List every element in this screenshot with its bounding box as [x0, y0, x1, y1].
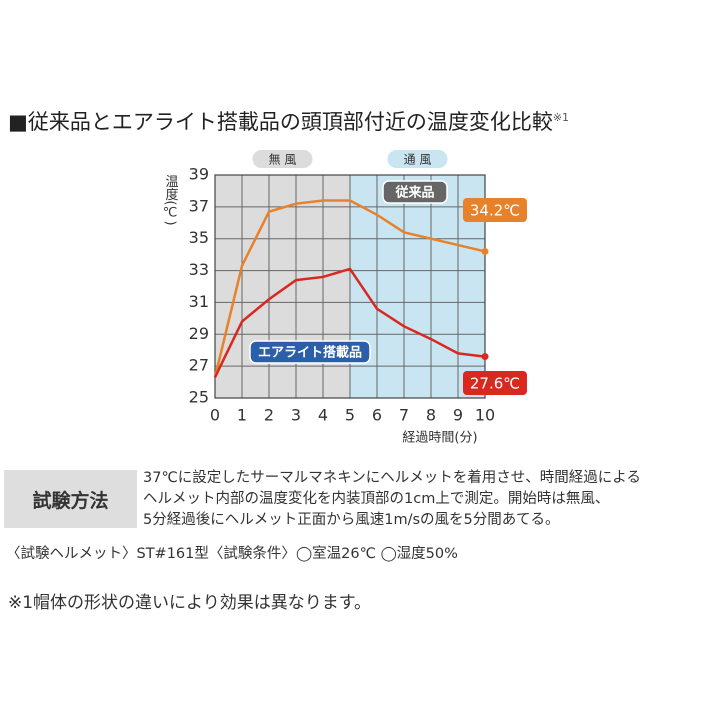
- x-tick-label: 3: [291, 406, 301, 425]
- legend-label: 従来品: [394, 185, 434, 201]
- legend-label: エアライト搭載品: [258, 345, 362, 361]
- value-label-box: [463, 371, 527, 395]
- x-tick-label: 7: [399, 406, 409, 425]
- method-line: ヘルメット内部の温度変化を内装頂部の1cm上で測定。開始時は無風、: [143, 491, 610, 507]
- method-text: 37℃に設定したサーマルマネキンにヘルメットを着用させ、時間経過による ヘルメッ…: [143, 468, 641, 531]
- x-tick-label: 0: [210, 406, 220, 425]
- x-tick-label: 9: [453, 406, 463, 425]
- chart-title: ■従来品とエアライト搭載品の頭頂部付近の温度変化比較: [8, 110, 553, 134]
- y-tick-label: 37: [189, 196, 209, 215]
- zone-tag: [387, 150, 448, 168]
- end-marker: [481, 247, 489, 255]
- footnote: ※1帽体の形状の違いにより効果は異なります。: [8, 593, 372, 613]
- zone-label: 通 風: [404, 153, 432, 167]
- series-line: [213, 199, 486, 378]
- x-tick-label: 2: [264, 406, 274, 425]
- legend-box: [249, 340, 371, 364]
- end-marker: [481, 353, 489, 361]
- zone-tag: [252, 150, 313, 168]
- x-tick-label: 10: [475, 406, 495, 425]
- method-line: 5分経過後にヘルメット正面から風速1m/sの風を5分間あてる。: [143, 512, 560, 528]
- x-tick-label: 6: [372, 406, 382, 425]
- x-axis-label: 経過時間(分): [402, 431, 477, 446]
- title-note: ※1: [552, 111, 570, 124]
- x-tick-label: 4: [318, 406, 328, 425]
- y-tick-label: 25: [189, 388, 209, 407]
- y-tick-label: 31: [189, 292, 209, 311]
- y-tick-label: 35: [189, 228, 209, 247]
- y-tick-label: 33: [189, 260, 209, 279]
- y-axis-label: 温度(℃): [163, 174, 179, 225]
- y-tick-label: 39: [189, 165, 209, 184]
- y-tick-label: 29: [189, 324, 209, 343]
- method-line: 37℃に設定したサーマルマネキンにヘルメットを着用させ、時間経過による: [143, 470, 641, 486]
- x-tick-label: 5: [345, 406, 355, 425]
- x-tick-label: 8: [426, 406, 436, 425]
- plot-frame: [214, 174, 486, 399]
- value-label: 34.2℃: [470, 202, 520, 220]
- conditions: 〈試験ヘルメット〉ST#161型〈試験条件〉◯室温26℃ ◯湿度50%: [6, 546, 458, 562]
- y-tick-label: 27: [189, 356, 209, 375]
- method-heading: 試験方法: [4, 470, 137, 528]
- value-label-box: [463, 198, 527, 222]
- title-row: ■従来品とエアライト搭載品の頭頂部付近の温度変化比較※1: [8, 106, 569, 136]
- legend-box: [382, 180, 448, 204]
- zone-label: 無 風: [269, 152, 297, 167]
- series-line: [213, 267, 486, 378]
- chart: 無 風 通 風 25 27 29 31 33 35 37 39 0 1 2 3 4 5 6 7 8 9 10 温度(℃) 経…: [163, 150, 527, 446]
- value-label: 27.6℃: [470, 375, 520, 393]
- x-tick-label: 1: [237, 406, 247, 425]
